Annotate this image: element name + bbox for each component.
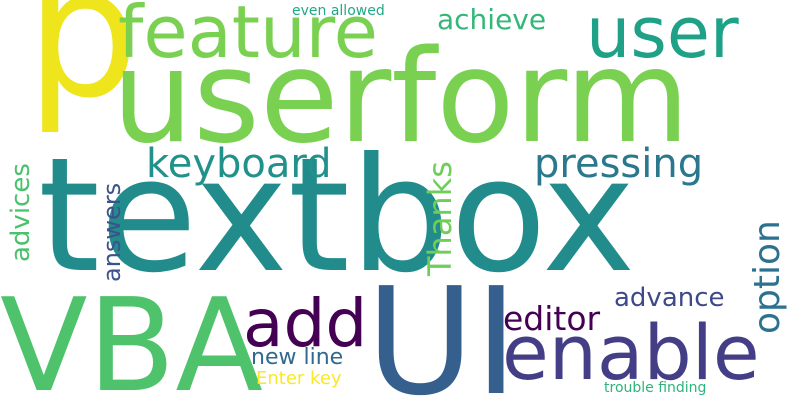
word-advance: advance [614,283,725,313]
word-vba: VBA [0,272,263,400]
word-feature: feature [118,0,378,74]
word-editor: editor [503,299,601,338]
word-even-allowed: even allowed [292,3,385,19]
word-pressing: pressing [534,141,704,187]
word-ui: UI [366,256,518,400]
word-enter-key: Enter key [256,368,342,389]
word-keyboard: keyboard [146,141,332,187]
word-userform: userform [112,23,690,172]
word-answers: answers [98,182,126,282]
word-trouble-finding: trouble finding [604,380,707,396]
word-new-line: new line [251,345,344,370]
word-advices: advices [6,163,36,262]
word-achieve: achieve [437,3,547,36]
word-enable: enable [502,308,760,397]
word-p: p [26,0,139,137]
word-add: add [243,285,368,362]
word-textbox: textbox [38,124,636,308]
word-user: user [586,0,739,74]
word-thanks: Thanks [421,161,459,276]
word-option: option [747,220,788,334]
